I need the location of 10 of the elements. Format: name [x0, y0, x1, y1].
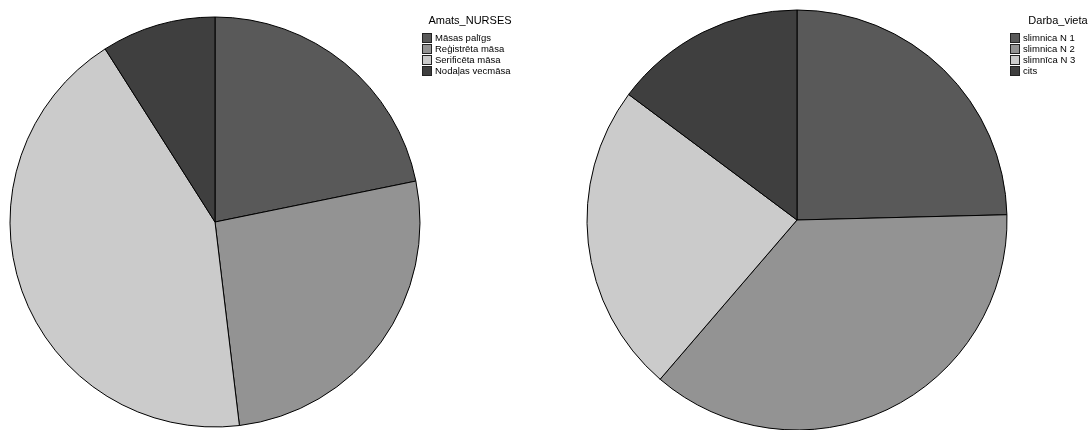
legend-label: Māsas palīgs	[435, 32, 491, 43]
legend-title: Darba_vieta	[1027, 14, 1089, 26]
legend-label: Nodaļas vecmāsa	[435, 65, 511, 76]
legend-label: slimnica N 1	[1023, 32, 1075, 43]
legend-label: slimnīca N 3	[1023, 54, 1076, 65]
legend-label: Reģistrēta māsa	[435, 43, 505, 54]
legend-label: slimnica N 2	[1023, 43, 1075, 54]
legend-title: Amats_NURSES	[427, 14, 513, 26]
legend-label: cits	[1023, 65, 1038, 76]
legend-label: Serificēta māsa	[435, 54, 501, 65]
